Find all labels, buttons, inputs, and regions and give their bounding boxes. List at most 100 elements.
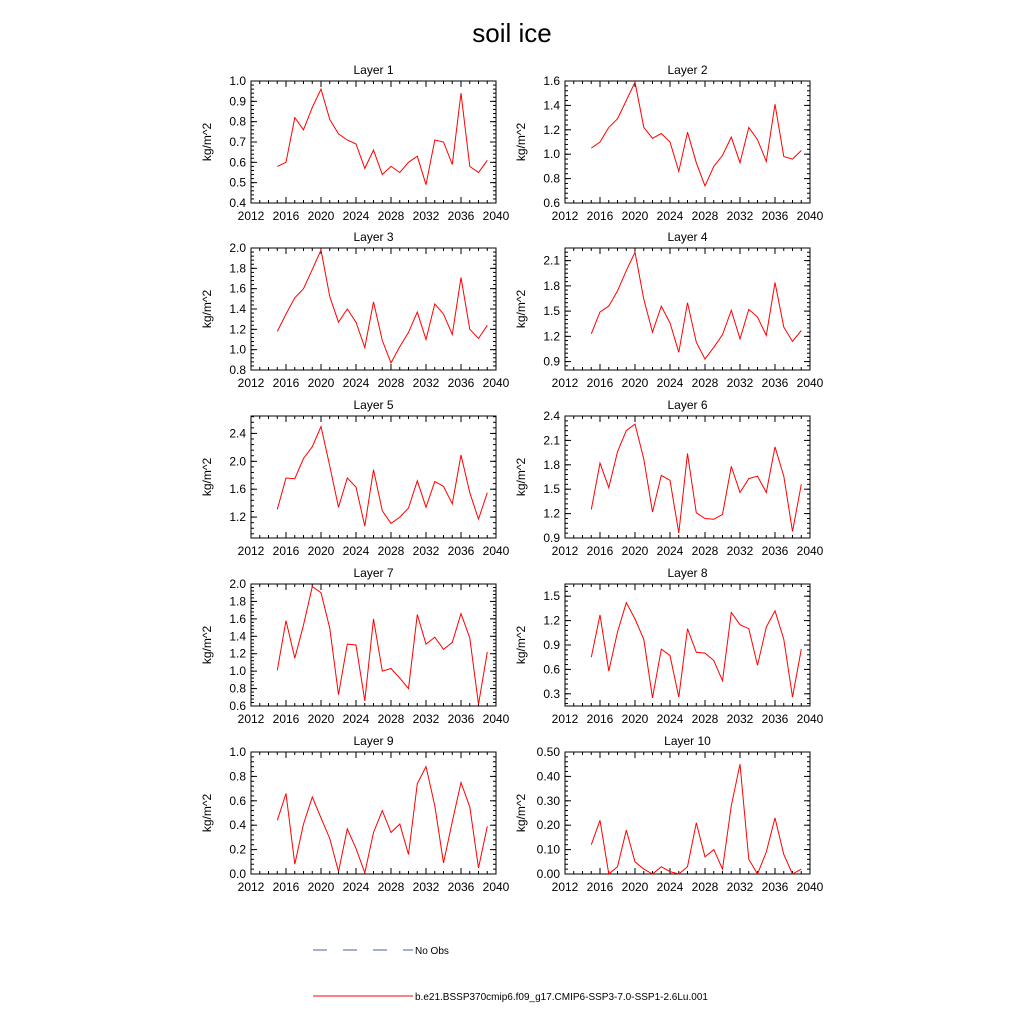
y-tick-label: 0.4 <box>229 818 246 832</box>
y-tick-label: 0.30 <box>537 794 561 808</box>
x-tick-label: 2012 <box>238 880 265 894</box>
x-tick-label: 2016 <box>587 880 614 894</box>
y-tick-label: 0.20 <box>537 818 561 832</box>
x-tick-label: 2036 <box>762 544 789 558</box>
x-tick-label: 2032 <box>727 209 754 223</box>
x-tick-label: 2012 <box>238 209 265 223</box>
y-tick-label: 0.40 <box>537 769 561 783</box>
y-tick-label: 0.6 <box>543 196 560 210</box>
y-axis-label: kg/m^2 <box>514 794 528 833</box>
panel-title: Layer 9 <box>353 734 393 748</box>
x-tick-label: 2020 <box>308 376 335 390</box>
y-tick-label: 1.5 <box>543 304 560 318</box>
y-tick-label: 0.50 <box>537 745 561 759</box>
x-tick-label: 2036 <box>448 712 475 726</box>
y-tick-label: 1.2 <box>229 647 246 661</box>
y-tick-label: 0.8 <box>229 769 246 783</box>
y-tick-label: 0.8 <box>229 363 246 377</box>
panel-layer-3: Layer 3 2012 2016 2020 2024 2028 2032 2036 2040 0… <box>200 230 510 390</box>
y-tick-label: 2.0 <box>229 454 246 468</box>
x-tick-label: 2028 <box>378 712 405 726</box>
plot-frame <box>564 80 811 204</box>
x-tick-label: 2032 <box>413 544 440 558</box>
panel-title: Layer 2 <box>667 63 707 77</box>
legend-label-no-obs: No Obs <box>415 946 449 957</box>
y-tick-label: 0.9 <box>543 638 560 652</box>
series-line <box>276 765 488 875</box>
y-tick-label: 0.8 <box>229 115 246 129</box>
y-tick-label: 1.2 <box>543 329 560 343</box>
y-tick-label: 0.6 <box>229 699 246 713</box>
y-tick-label: 0.8 <box>543 172 560 186</box>
x-tick-label: 2036 <box>762 376 789 390</box>
x-tick-label: 2028 <box>692 712 719 726</box>
x-tick-label: 2036 <box>448 376 475 390</box>
x-tick-label: 2024 <box>343 880 370 894</box>
x-tick-label: 2020 <box>308 880 335 894</box>
y-tick-label: 0.3 <box>543 687 560 701</box>
y-axis-label: kg/m^2 <box>514 458 528 497</box>
x-tick-label: 2028 <box>378 209 405 223</box>
panel-layer-9: Layer 9 2012 2016 2020 2024 2028 2032 2036 2040 0… <box>200 734 510 894</box>
x-tick-label: 2032 <box>413 880 440 894</box>
y-tick-label: 0.5 <box>229 176 246 190</box>
y-axis-label: kg/m^2 <box>200 458 214 497</box>
plot-frame <box>564 247 811 371</box>
figure-title: soil ice <box>472 18 551 48</box>
x-tick-label: 2016 <box>273 880 300 894</box>
x-tick-label: 2012 <box>552 544 579 558</box>
x-tick-label: 2024 <box>343 376 370 390</box>
panel-layer-6: Layer 6 2012 2016 2020 2024 2028 2032 2036 2040 0… <box>514 398 824 558</box>
x-tick-label: 2032 <box>413 712 440 726</box>
y-tick-label: 1.6 <box>229 482 246 496</box>
y-tick-label: 1.8 <box>543 279 560 293</box>
y-tick-label: 1.0 <box>229 74 246 88</box>
plot-frame <box>564 751 811 875</box>
y-tick-label: 0.00 <box>537 867 561 881</box>
y-tick-label: 0.10 <box>537 843 561 857</box>
x-tick-label: 2020 <box>622 544 649 558</box>
x-tick-label: 2028 <box>378 544 405 558</box>
y-axis-label: kg/m^2 <box>200 123 214 162</box>
y-tick-label: 0.7 <box>229 135 246 149</box>
plot-frame <box>564 583 811 707</box>
x-tick-label: 2016 <box>273 376 300 390</box>
panel-title: Layer 3 <box>353 230 393 244</box>
x-tick-label: 2032 <box>413 209 440 223</box>
panel-title: Layer 1 <box>353 63 393 77</box>
x-tick-label: 2012 <box>552 376 579 390</box>
y-tick-label: 1.4 <box>543 98 560 112</box>
x-tick-label: 2040 <box>797 712 824 726</box>
panel-title: Layer 8 <box>667 566 707 580</box>
y-tick-label: 1.2 <box>543 507 560 521</box>
plot-frame <box>250 415 497 539</box>
legend: No Obs b.e21.BSSP370cmip6.f09_g17.CMIP6-… <box>313 946 708 1003</box>
x-tick-label: 2028 <box>692 880 719 894</box>
x-tick-label: 2032 <box>413 376 440 390</box>
y-tick-label: 1.0 <box>229 745 246 759</box>
panel-layer-5: Layer 5 2012 2016 2020 2024 2028 2032 2036 2040 1… <box>200 398 510 558</box>
y-tick-label: 2.0 <box>229 577 246 591</box>
series-line <box>277 87 488 185</box>
y-tick-label: 0.0 <box>229 867 246 881</box>
y-tick-label: 2.0 <box>229 241 246 255</box>
panel-title: Layer 5 <box>353 398 393 412</box>
x-tick-label: 2024 <box>657 209 684 223</box>
x-tick-label: 2040 <box>483 544 510 558</box>
x-tick-label: 2016 <box>587 544 614 558</box>
x-tick-label: 2040 <box>797 880 824 894</box>
x-tick-label: 2040 <box>797 209 824 223</box>
panel-layer-1: Layer 1 2012 2016 2020 2024 2028 2032 2036 2040 0… <box>200 63 510 223</box>
y-tick-label: 1.2 <box>543 123 560 137</box>
y-tick-label: 1.0 <box>229 664 246 678</box>
y-tick-label: 1.6 <box>229 282 246 296</box>
x-tick-label: 2024 <box>343 544 370 558</box>
x-tick-label: 2016 <box>273 544 300 558</box>
x-tick-label: 2012 <box>238 544 265 558</box>
x-tick-label: 2032 <box>727 880 754 894</box>
series-line <box>590 423 802 534</box>
x-tick-label: 2036 <box>448 209 475 223</box>
y-tick-label: 1.8 <box>229 261 246 275</box>
y-tick-label: 0.6 <box>229 155 246 169</box>
x-tick-label: 2036 <box>448 544 475 558</box>
